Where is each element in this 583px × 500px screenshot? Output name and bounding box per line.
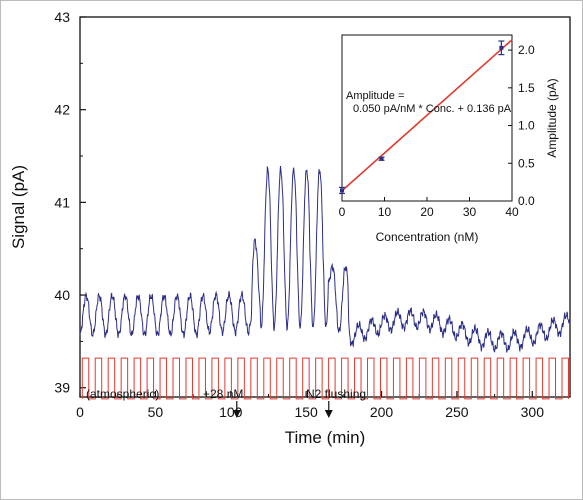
inset-x-tick-label: 20 [420, 205, 434, 219]
main-y-tick-label: 42 [54, 102, 70, 118]
inset-y-ticks: 0.0 0.5 1.0 1.5 2.0 [508, 43, 535, 208]
inset-y-tick-label: 0.0 [518, 194, 535, 208]
main-y-ticks: 39 40 41 42 43 [54, 9, 86, 396]
inset-y-tick-label: 1.5 [518, 81, 535, 95]
main-x-tick-label: 0 [76, 404, 84, 420]
y-axis-title: Signal (pA) [9, 165, 28, 249]
main-y-tick-label: 43 [54, 9, 70, 25]
inset-points [339, 40, 505, 195]
inset-data-point [340, 188, 344, 193]
inset-x-tick-label: 40 [505, 205, 519, 219]
inset-equation-line-1: Amplitude = [346, 90, 404, 102]
inset-data-point [379, 156, 384, 161]
inset-background [342, 35, 512, 201]
main-x-tick-label: 150 [294, 404, 318, 420]
inset-fit-line [341, 39, 513, 192]
main-x-tick-label: 200 [370, 404, 394, 420]
annotation-28nm: +28 nM [203, 387, 243, 401]
main-y-tick-label: 41 [54, 194, 70, 210]
annotation-n2-flushing: N2 flushing [306, 387, 366, 401]
annotation-arrow-head [324, 410, 333, 418]
inset-y-tick-label: 1.0 [518, 119, 535, 133]
annotation-atmospheric: (atmospheric) [86, 387, 159, 401]
x-axis-title: Time (min) [285, 428, 366, 447]
inset-x-tick-label: 10 [378, 205, 392, 219]
main-y-tick-label: 39 [54, 380, 70, 396]
inset-x-tick-label: 30 [463, 205, 477, 219]
valve-square-wave [81, 357, 569, 400]
inset-x-ticks: 0 10 20 30 40 [339, 197, 519, 219]
inset-x-title: Concentration (nM) [376, 230, 479, 244]
annotation-arrow-head [232, 410, 241, 418]
inset-y-title: Amplitude (pA) [545, 78, 559, 157]
inset-data-point [499, 45, 504, 50]
inset-y-tick-label: 2.0 [518, 43, 535, 57]
main-x-ticks: 0 50 100 150 200 250 300 [76, 391, 544, 420]
inset-y-tick-label: 0.5 [518, 156, 535, 170]
inset-equation-line-2: 0.050 pA/nM * Conc. + 0.136 pA [353, 103, 512, 115]
main-x-tick-label: 300 [521, 404, 545, 420]
inset-fit-segment [341, 39, 513, 192]
signal-trace [79, 165, 571, 353]
main-x-tick-label: 50 [148, 404, 164, 420]
main-plot-frame [79, 16, 571, 398]
annotation-arrows [232, 401, 333, 418]
main-x-tick-label: 250 [445, 404, 469, 420]
main-y-tick-label: 40 [54, 287, 70, 303]
main-series [79, 165, 571, 400]
inset-x-tick-label: 0 [339, 205, 346, 219]
